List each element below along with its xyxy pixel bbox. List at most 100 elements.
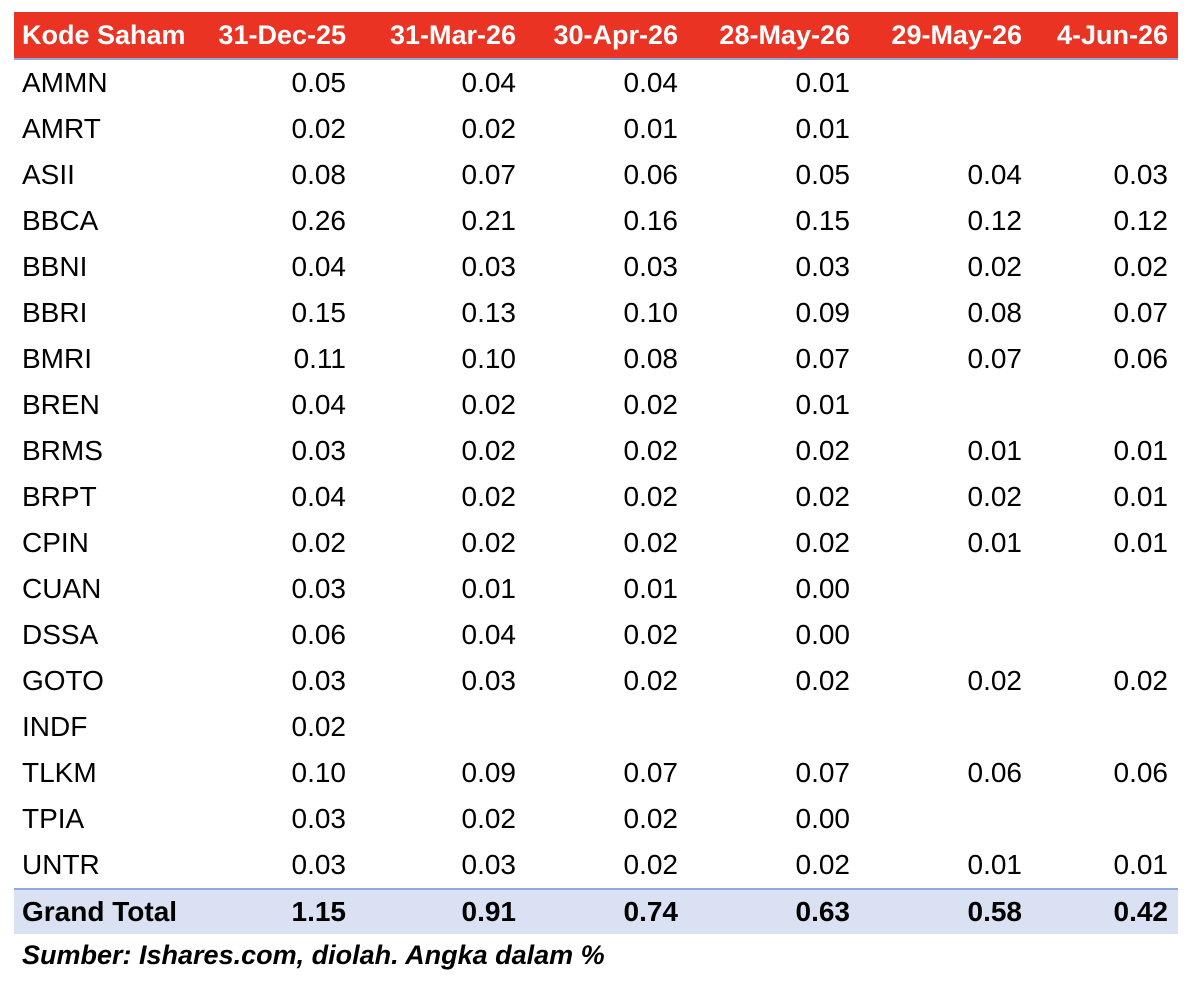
stock-code-cell: BBCA bbox=[22, 205, 99, 236]
grand-total-cell: 0.63 bbox=[795, 896, 851, 927]
weight-value-cell: 0.16 bbox=[623, 205, 679, 236]
table-row: BRMS 0.03 0.02 0.02 0.02 0.01 0.01 bbox=[14, 428, 1178, 474]
weight-value-cell: 0.04 bbox=[461, 67, 517, 98]
weight-value-cell: 0.03 bbox=[461, 849, 517, 880]
stock-code-cell: BBNI bbox=[22, 251, 88, 282]
weight-value-cell: 0.04 bbox=[461, 619, 517, 650]
weight-value-cell bbox=[1032, 382, 1178, 428]
weight-value-cell: 0.13 bbox=[461, 297, 517, 328]
stock-code-cell: BRPT bbox=[22, 481, 97, 512]
source-note: Sumber: Ishares.com, diolah. Angka dalam… bbox=[22, 940, 605, 970]
weight-value-cell: 0.02 bbox=[461, 389, 517, 420]
weight-value-cell: 0.02 bbox=[461, 435, 517, 466]
weight-value-cell: 0.01 bbox=[795, 389, 851, 420]
weight-value-cell: 0.02 bbox=[291, 527, 347, 558]
weight-value-cell: 0.02 bbox=[623, 803, 679, 834]
table-body: AMMN 0.05 0.04 0.04 0.01 AMRT 0.02 0.02 0.01 0.01… bbox=[14, 59, 1178, 889]
weight-value-cell: 0.00 bbox=[795, 619, 851, 650]
weight-value-cell: 0.11 bbox=[293, 343, 346, 374]
header-row: Kode Saham 31-Dec-25 31-Mar-26 30-Apr-26… bbox=[14, 12, 1178, 59]
weight-value-cell: 0.07 bbox=[1113, 297, 1169, 328]
grand-total-cell: 0.42 bbox=[1113, 896, 1169, 927]
weight-value-cell: 0.02 bbox=[795, 527, 851, 558]
weight-value-cell bbox=[356, 704, 526, 750]
weight-value-cell: 0.02 bbox=[795, 435, 851, 466]
table-row: ASII 0.08 0.07 0.06 0.05 0.04 0.03 bbox=[14, 152, 1178, 198]
weight-value-cell: 0.07 bbox=[623, 757, 679, 788]
stock-code-cell: ASII bbox=[22, 159, 75, 190]
weight-value-cell: 0.02 bbox=[461, 113, 517, 144]
header-31-dec-25: 31-Dec-25 bbox=[206, 12, 356, 59]
weight-value-cell: 0.02 bbox=[1113, 251, 1169, 282]
weight-value-cell: 0.10 bbox=[461, 343, 517, 374]
weight-value-cell: 0.01 bbox=[967, 849, 1023, 880]
weight-value-cell: 0.02 bbox=[461, 527, 517, 558]
weight-value-cell: 0.02 bbox=[623, 527, 679, 558]
table-footer: Grand Total 1.15 0.91 0.74 0.63 0.58 0.4… bbox=[14, 889, 1178, 934]
table-header: Kode Saham 31-Dec-25 31-Mar-26 30-Apr-26… bbox=[14, 12, 1178, 59]
weight-value-cell: 0.00 bbox=[795, 803, 851, 834]
table-row: INDF 0.02 bbox=[14, 704, 1178, 750]
weight-value-cell bbox=[1032, 704, 1178, 750]
weight-value-cell: 0.02 bbox=[795, 481, 851, 512]
table-row: TPIA 0.03 0.02 0.02 0.00 bbox=[14, 796, 1178, 842]
stock-code-cell: BRMS bbox=[22, 435, 103, 466]
grand-total-cell: 0.91 bbox=[461, 896, 517, 927]
stock-code-cell: TLKM bbox=[22, 757, 97, 788]
weight-value-cell: 0.08 bbox=[291, 159, 347, 190]
weight-value-cell: 0.03 bbox=[291, 435, 347, 466]
stock-code-cell: CUAN bbox=[22, 573, 102, 604]
weight-value-cell: 0.01 bbox=[795, 113, 851, 144]
weight-value-cell: 0.04 bbox=[291, 481, 347, 512]
weight-value-cell bbox=[1032, 566, 1178, 612]
stock-code-cell: CPIN bbox=[22, 527, 89, 558]
weight-value-cell: 0.02 bbox=[623, 849, 679, 880]
weight-value-cell: 0.26 bbox=[291, 205, 347, 236]
weight-value-cell: 0.09 bbox=[795, 297, 851, 328]
weight-value-cell bbox=[860, 704, 1032, 750]
weight-value-cell: 0.02 bbox=[967, 665, 1023, 696]
grand-total-label: Grand Total bbox=[22, 896, 178, 927]
weight-value-cell: 0.02 bbox=[795, 849, 851, 880]
weight-value-cell: 0.08 bbox=[623, 343, 679, 374]
weight-value-cell: 0.05 bbox=[795, 159, 851, 190]
weight-value-cell: 0.06 bbox=[1113, 757, 1169, 788]
weight-value-cell: 0.01 bbox=[1113, 527, 1169, 558]
table-row: BBRI 0.15 0.13 0.10 0.09 0.08 0.07 bbox=[14, 290, 1178, 336]
weight-value-cell: 0.02 bbox=[623, 619, 679, 650]
weight-value-cell: 0.06 bbox=[967, 757, 1023, 788]
weight-value-cell: 0.21 bbox=[461, 205, 517, 236]
weight-value-cell: 0.01 bbox=[1113, 849, 1169, 880]
weight-value-cell: 0.03 bbox=[1113, 159, 1169, 190]
weight-value-cell: 0.04 bbox=[623, 67, 679, 98]
weight-value-cell: 0.03 bbox=[795, 251, 851, 282]
header-4-jun-26: 4-Jun-26 bbox=[1032, 12, 1178, 59]
weight-value-cell: 0.01 bbox=[1113, 481, 1169, 512]
weight-value-cell: 0.02 bbox=[967, 481, 1023, 512]
stock-code-cell: GOTO bbox=[22, 665, 104, 696]
stock-code-cell: AMRT bbox=[22, 113, 101, 144]
weight-value-cell: 0.02 bbox=[291, 113, 347, 144]
weight-value-cell: 0.01 bbox=[623, 113, 679, 144]
weight-value-cell: 0.02 bbox=[461, 803, 517, 834]
data-table: Kode Saham 31-Dec-25 31-Mar-26 30-Apr-26… bbox=[14, 12, 1178, 934]
table-row: BMRI 0.11 0.10 0.08 0.07 0.07 0.06 bbox=[14, 336, 1178, 382]
weight-value-cell: 0.01 bbox=[1113, 435, 1169, 466]
weight-value-cell: 0.02 bbox=[623, 389, 679, 420]
header-29-may-26: 29-May-26 bbox=[860, 12, 1032, 59]
weight-value-cell bbox=[860, 59, 1032, 106]
weight-value-cell bbox=[1032, 59, 1178, 106]
weight-value-cell: 0.12 bbox=[967, 205, 1023, 236]
weight-value-cell: 0.03 bbox=[461, 665, 517, 696]
weight-value-cell: 0.01 bbox=[623, 573, 679, 604]
weight-value-cell: 0.01 bbox=[795, 67, 851, 98]
weight-value-cell: 0.10 bbox=[291, 757, 347, 788]
weight-value-cell bbox=[1032, 796, 1178, 842]
weight-value-cell: 0.01 bbox=[967, 527, 1023, 558]
weight-value-cell: 0.06 bbox=[623, 159, 679, 190]
stock-code-cell: INDF bbox=[22, 711, 88, 742]
weight-value-cell: 0.06 bbox=[291, 619, 347, 650]
header-31-mar-26: 31-Mar-26 bbox=[356, 12, 526, 59]
table-row: UNTR 0.03 0.03 0.02 0.02 0.01 0.01 bbox=[14, 842, 1178, 889]
weight-value-cell: 0.10 bbox=[623, 297, 679, 328]
